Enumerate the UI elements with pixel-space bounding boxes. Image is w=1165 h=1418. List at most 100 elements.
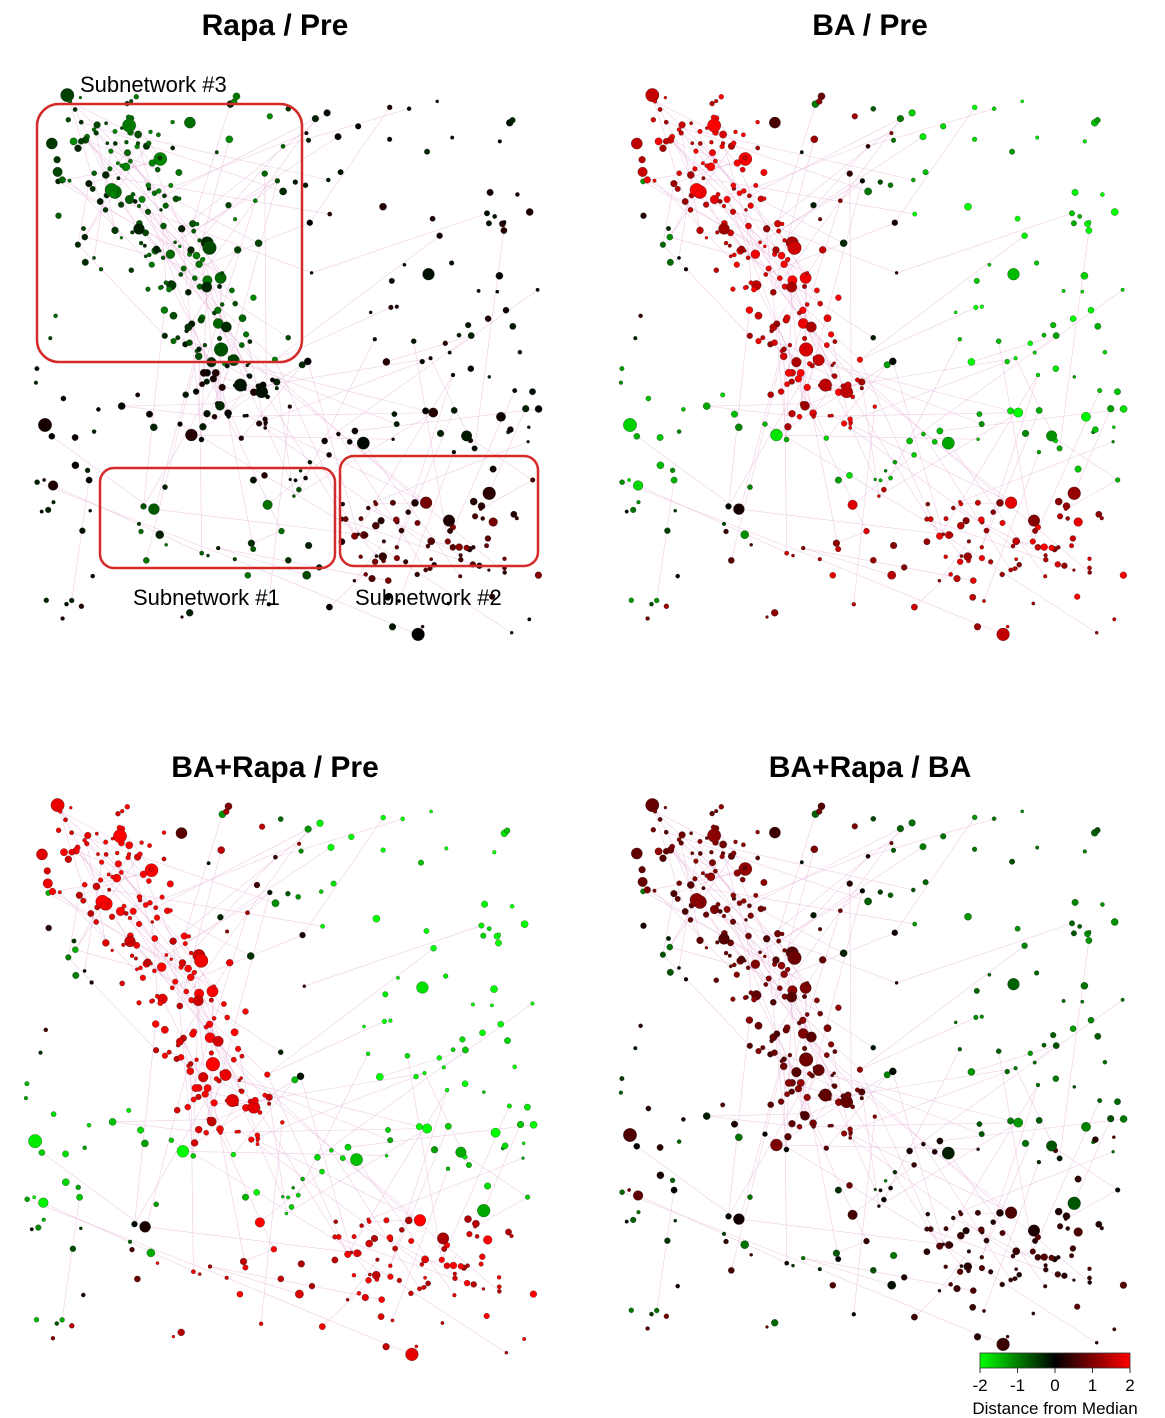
node [855,378,860,383]
node [731,183,736,188]
edge [814,413,1019,417]
node [378,1313,384,1319]
node [517,1121,524,1128]
node [225,363,230,368]
edge [803,1258,892,1285]
node [688,917,693,922]
node [81,1293,85,1297]
node [272,900,279,907]
network [24,798,537,1360]
node [279,188,286,195]
node [221,322,231,332]
node [788,241,802,255]
node [136,921,142,927]
node [240,1054,244,1058]
node [437,233,443,239]
node [789,1120,796,1127]
node [89,509,92,512]
node [733,504,744,515]
node [1049,545,1055,551]
node [255,240,262,247]
node [818,301,823,306]
node [453,1272,457,1276]
node [840,950,847,957]
node [667,969,674,976]
node [85,468,90,473]
node [382,1019,387,1024]
node [745,933,751,939]
node [832,1084,835,1087]
node [1000,520,1006,526]
node [719,933,730,944]
node [356,1250,362,1256]
node [84,832,91,839]
node [203,241,217,255]
edge [805,382,862,406]
node [1049,1255,1055,1261]
node [832,374,835,377]
node [698,839,703,844]
node [881,1197,886,1202]
node [958,337,962,341]
node [162,857,166,861]
node [484,1183,491,1190]
node [751,287,756,292]
node [996,499,1003,506]
node [889,358,896,365]
node [687,881,694,888]
node [734,160,741,167]
edge [850,174,852,393]
node [1083,850,1087,854]
node [1120,405,1127,412]
node [364,572,368,576]
node [840,240,847,247]
node [331,881,337,887]
node [705,946,708,949]
node [36,849,47,860]
node [360,1224,364,1228]
node [761,335,766,340]
node [747,333,753,339]
node [154,906,158,910]
node [462,1081,468,1087]
node [824,342,829,347]
node [73,972,80,979]
node [947,1242,953,1248]
node [763,245,766,248]
node [687,171,694,178]
node [143,244,147,248]
node [120,164,124,168]
node [1032,528,1038,534]
node [833,1072,836,1075]
node [620,480,625,485]
node [755,312,762,319]
node [783,1027,790,1034]
node [1000,1230,1006,1236]
edge [860,1017,976,1069]
node [748,203,754,209]
node [664,1314,669,1319]
node [437,1055,442,1060]
node [199,437,204,442]
node [785,1079,792,1086]
node [1071,931,1077,937]
node [942,437,954,449]
node [61,396,66,401]
node [1112,426,1115,429]
node [1068,487,1081,500]
edge [122,406,215,417]
node [389,278,395,284]
edge [943,534,1096,633]
edge [304,925,481,986]
node [664,96,667,99]
node [897,115,904,122]
node [44,868,51,875]
node [991,1220,996,1225]
node [137,1000,142,1005]
node [783,948,787,952]
edge [655,811,700,853]
node [1100,516,1104,520]
node [420,1262,424,1266]
node [676,1284,680,1288]
node [664,120,668,124]
